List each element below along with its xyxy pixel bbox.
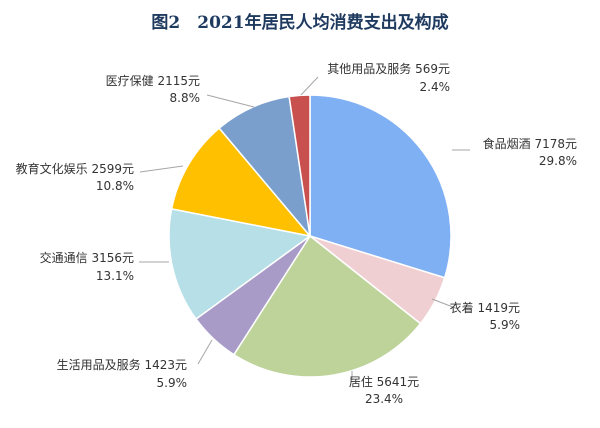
slice-label: 其他用品及服务 569元 — [327, 61, 450, 76]
slice-percent-label: 2.4% — [420, 80, 451, 94]
leader-line — [197, 339, 213, 365]
slice-percent-label: 13.1% — [96, 269, 134, 283]
slice-percent-label: 29.8% — [539, 154, 577, 168]
slice-label: 食品烟酒 7178元 — [483, 136, 577, 151]
slice-label: 居住 5641元 — [349, 375, 419, 389]
slice-label: 教育文化娱乐 2599元 — [16, 161, 134, 176]
slice-percent-label: 10.8% — [96, 179, 134, 193]
slice-label: 生活用品及服务 1423元 — [57, 357, 187, 372]
slice-percent-label: 8.8% — [170, 91, 201, 105]
chart-title: 图2 2021年居民人均消费支出及构成 — [151, 13, 449, 33]
slice-percent-label: 5.9% — [490, 318, 521, 332]
leader-line — [300, 76, 319, 96]
leader-line — [431, 298, 459, 310]
pie-slice — [168, 208, 312, 321]
pie-slice — [309, 94, 452, 279]
slice-label: 交通通信 3156元 — [40, 250, 134, 265]
pie-slice — [232, 234, 422, 378]
slice-percent-label: 23.4% — [365, 392, 403, 406]
pie-slice — [288, 94, 311, 237]
leader-line — [139, 165, 184, 173]
slice-label: 医疗保健 2115元 — [106, 74, 200, 88]
slice-label: 衣着 1419元 — [450, 300, 520, 315]
leader-line — [206, 94, 255, 108]
pie-slice — [170, 127, 312, 238]
slice-percent-label: 5.9% — [157, 376, 188, 390]
